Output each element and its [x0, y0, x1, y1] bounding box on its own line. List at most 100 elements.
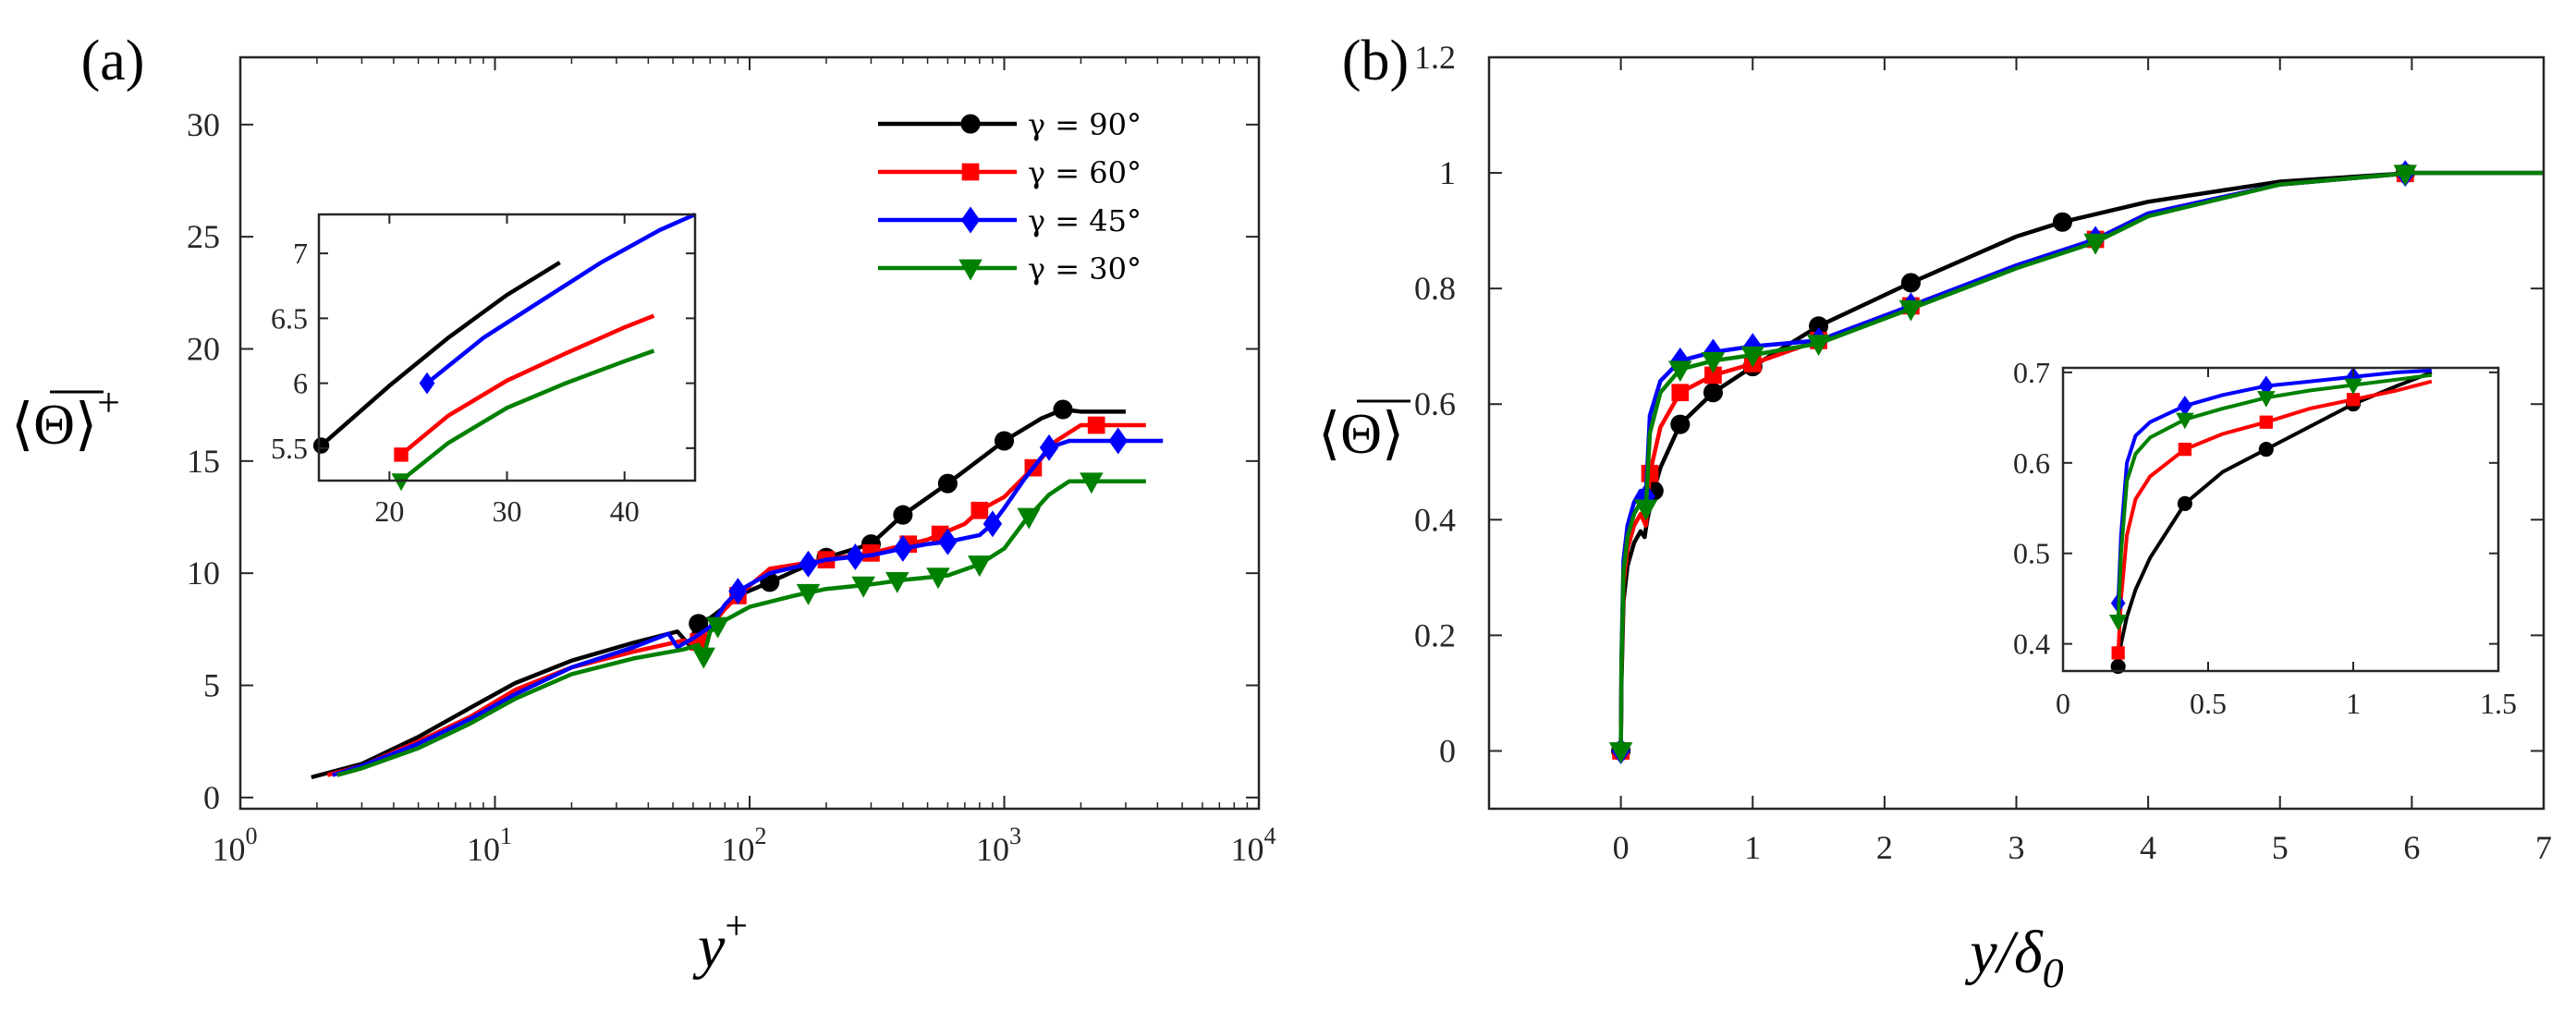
series-line-gamma-45	[332, 438, 1164, 777]
x-tick-exponent: 3	[1009, 823, 1021, 849]
legend-label-gamma-30: γ = 30°	[1028, 251, 1141, 287]
legend-marker-gamma-30	[958, 259, 983, 281]
marker-gamma-90	[994, 431, 1015, 451]
marker-gamma-45	[728, 578, 748, 605]
y-tick-label: 30	[187, 106, 220, 143]
x-axis-label-b: y/δ0	[1964, 919, 2063, 996]
inset-line-gamma-60	[2116, 379, 2433, 653]
marker-gamma-30	[1898, 299, 1923, 322]
marker-gamma-30	[691, 647, 716, 669]
y-tick-label: 0.8	[1414, 270, 1456, 307]
marker-gamma-30	[1668, 360, 1692, 383]
y-tick-label: 1	[1439, 154, 1456, 191]
x-tick-label: 101	[467, 823, 512, 868]
x-tick-label: 104	[1231, 823, 1276, 868]
inset-marker-gamma-60	[2111, 646, 2125, 660]
y-axis-label-sup: +	[97, 380, 120, 425]
marker-gamma-30	[1017, 507, 1041, 530]
inset-x-tick-label: 20	[374, 494, 404, 528]
inset-x-tick-label: 40	[610, 494, 640, 528]
marker-gamma-30	[1080, 472, 1104, 494]
x-axis-label-sub: 0	[2043, 949, 2064, 996]
marker-gamma-30	[885, 571, 910, 593]
plot-frame	[1487, 55, 2545, 811]
marker-gamma-90	[1703, 383, 1724, 403]
inset-background	[319, 214, 695, 481]
legend-marker-gamma-45	[960, 206, 981, 234]
y-tick-label: 0.2	[1414, 616, 1456, 653]
plot-frame	[238, 55, 1261, 811]
inset-marker-gamma-60	[2346, 393, 2361, 407]
x-tick-exponent: 4	[1264, 823, 1276, 849]
x-axis-label-a: y+	[692, 903, 748, 981]
y-tick-label: 0.6	[1414, 385, 1456, 422]
inset-y-tick-label: 0.4	[2013, 628, 2050, 661]
inset: 20 30 40 5.5 6 6.5 7	[271, 212, 697, 528]
marker-gamma-60	[1671, 384, 1690, 402]
inset-y-tick-label: 0.5	[2013, 537, 2050, 570]
marker-gamma-30	[2083, 233, 2107, 255]
inset-marker-gamma-90	[2177, 495, 2192, 511]
y-tick-label: 10	[187, 555, 220, 592]
marker-gamma-45	[799, 550, 818, 578]
inset-y-tick-label: 0.6	[2013, 446, 2050, 480]
marker-gamma-90	[937, 473, 958, 494]
marker-gamma-90	[1809, 316, 1829, 336]
inset-y-tick-label: 0.7	[2013, 356, 2050, 389]
marker-gamma-30	[796, 583, 821, 605]
marker-gamma-30	[1608, 742, 1633, 764]
panel-b: 0 1 2 3 4 5 6 700.20.40.60.811.20 0.5 1 1.50.40.50…	[1318, 30, 2552, 996]
marker-gamma-45	[846, 543, 865, 570]
inset-marker-gamma-30	[2176, 412, 2194, 430]
x-tick-label: 3	[2008, 829, 2025, 866]
inset-x-tick-label: 0	[2056, 687, 2070, 720]
inset-line-gamma-60	[399, 313, 655, 457]
marker-gamma-30	[1740, 346, 1764, 368]
marker-gamma-45	[1108, 427, 1128, 455]
series-line-gamma-30	[1618, 170, 2544, 751]
marker-gamma-60	[1087, 416, 1105, 434]
legend: γ = 90° γ = 60° γ = 45° γ = 30°	[878, 107, 1141, 287]
inset-line-gamma-30	[2116, 372, 2433, 622]
panel-label-b: (b)	[1342, 30, 1409, 92]
series-group	[1608, 160, 2544, 764]
inset: 0 0.5 1 1.5 0.4 0.5 0.6 0.7	[2013, 356, 2517, 720]
inset-frame	[2061, 366, 2500, 673]
marker-gamma-60	[1704, 366, 1722, 384]
legend-marker-gamma-90	[960, 114, 981, 134]
marker-gamma-30	[1806, 335, 1831, 357]
x-tick-exponent: 0	[246, 823, 258, 849]
inset-marker-gamma-30	[2108, 614, 2128, 631]
inset-line-gamma-45	[425, 212, 696, 385]
marker-gamma-90	[1670, 414, 1691, 434]
series-line-gamma-30	[336, 479, 1146, 777]
inset-marker-gamma-45	[2178, 396, 2192, 417]
x-tick-label: 1	[1744, 829, 1761, 866]
legend-label-gamma-60: γ = 60°	[1028, 155, 1141, 190]
inset-x-tick-label: 1.5	[2480, 687, 2517, 720]
y-tick-label: 5	[203, 667, 220, 704]
y-tick-label: 0.4	[1414, 501, 1456, 538]
marker-gamma-45	[938, 528, 958, 555]
inset-marker-gamma-45	[419, 372, 435, 395]
inset-x-tick-label: 30	[493, 494, 522, 528]
marker-gamma-45	[1039, 433, 1059, 461]
x-tick-exponent: 2	[755, 823, 767, 849]
inset-marker-gamma-30	[2344, 378, 2362, 396]
x-tick-label: 2	[1876, 829, 1893, 866]
x-tick-label: 6	[2403, 829, 2420, 866]
x-tick-label: 0	[1613, 829, 1630, 866]
inset-marker-gamma-30	[2257, 391, 2276, 408]
inset-line-gamma-90	[2116, 371, 2433, 667]
marker-gamma-30	[926, 567, 950, 590]
marker-gamma-30	[851, 576, 875, 598]
x-tick-label: 102	[722, 823, 767, 868]
y-tick-label: 0	[203, 779, 220, 816]
y-tick-label: 20	[187, 330, 220, 367]
inset-y-tick-label: 5.5	[271, 432, 308, 465]
inset-x-tick-label: 1	[2346, 687, 2361, 720]
inset-line-gamma-90	[320, 261, 561, 447]
marker-gamma-30	[705, 616, 730, 639]
